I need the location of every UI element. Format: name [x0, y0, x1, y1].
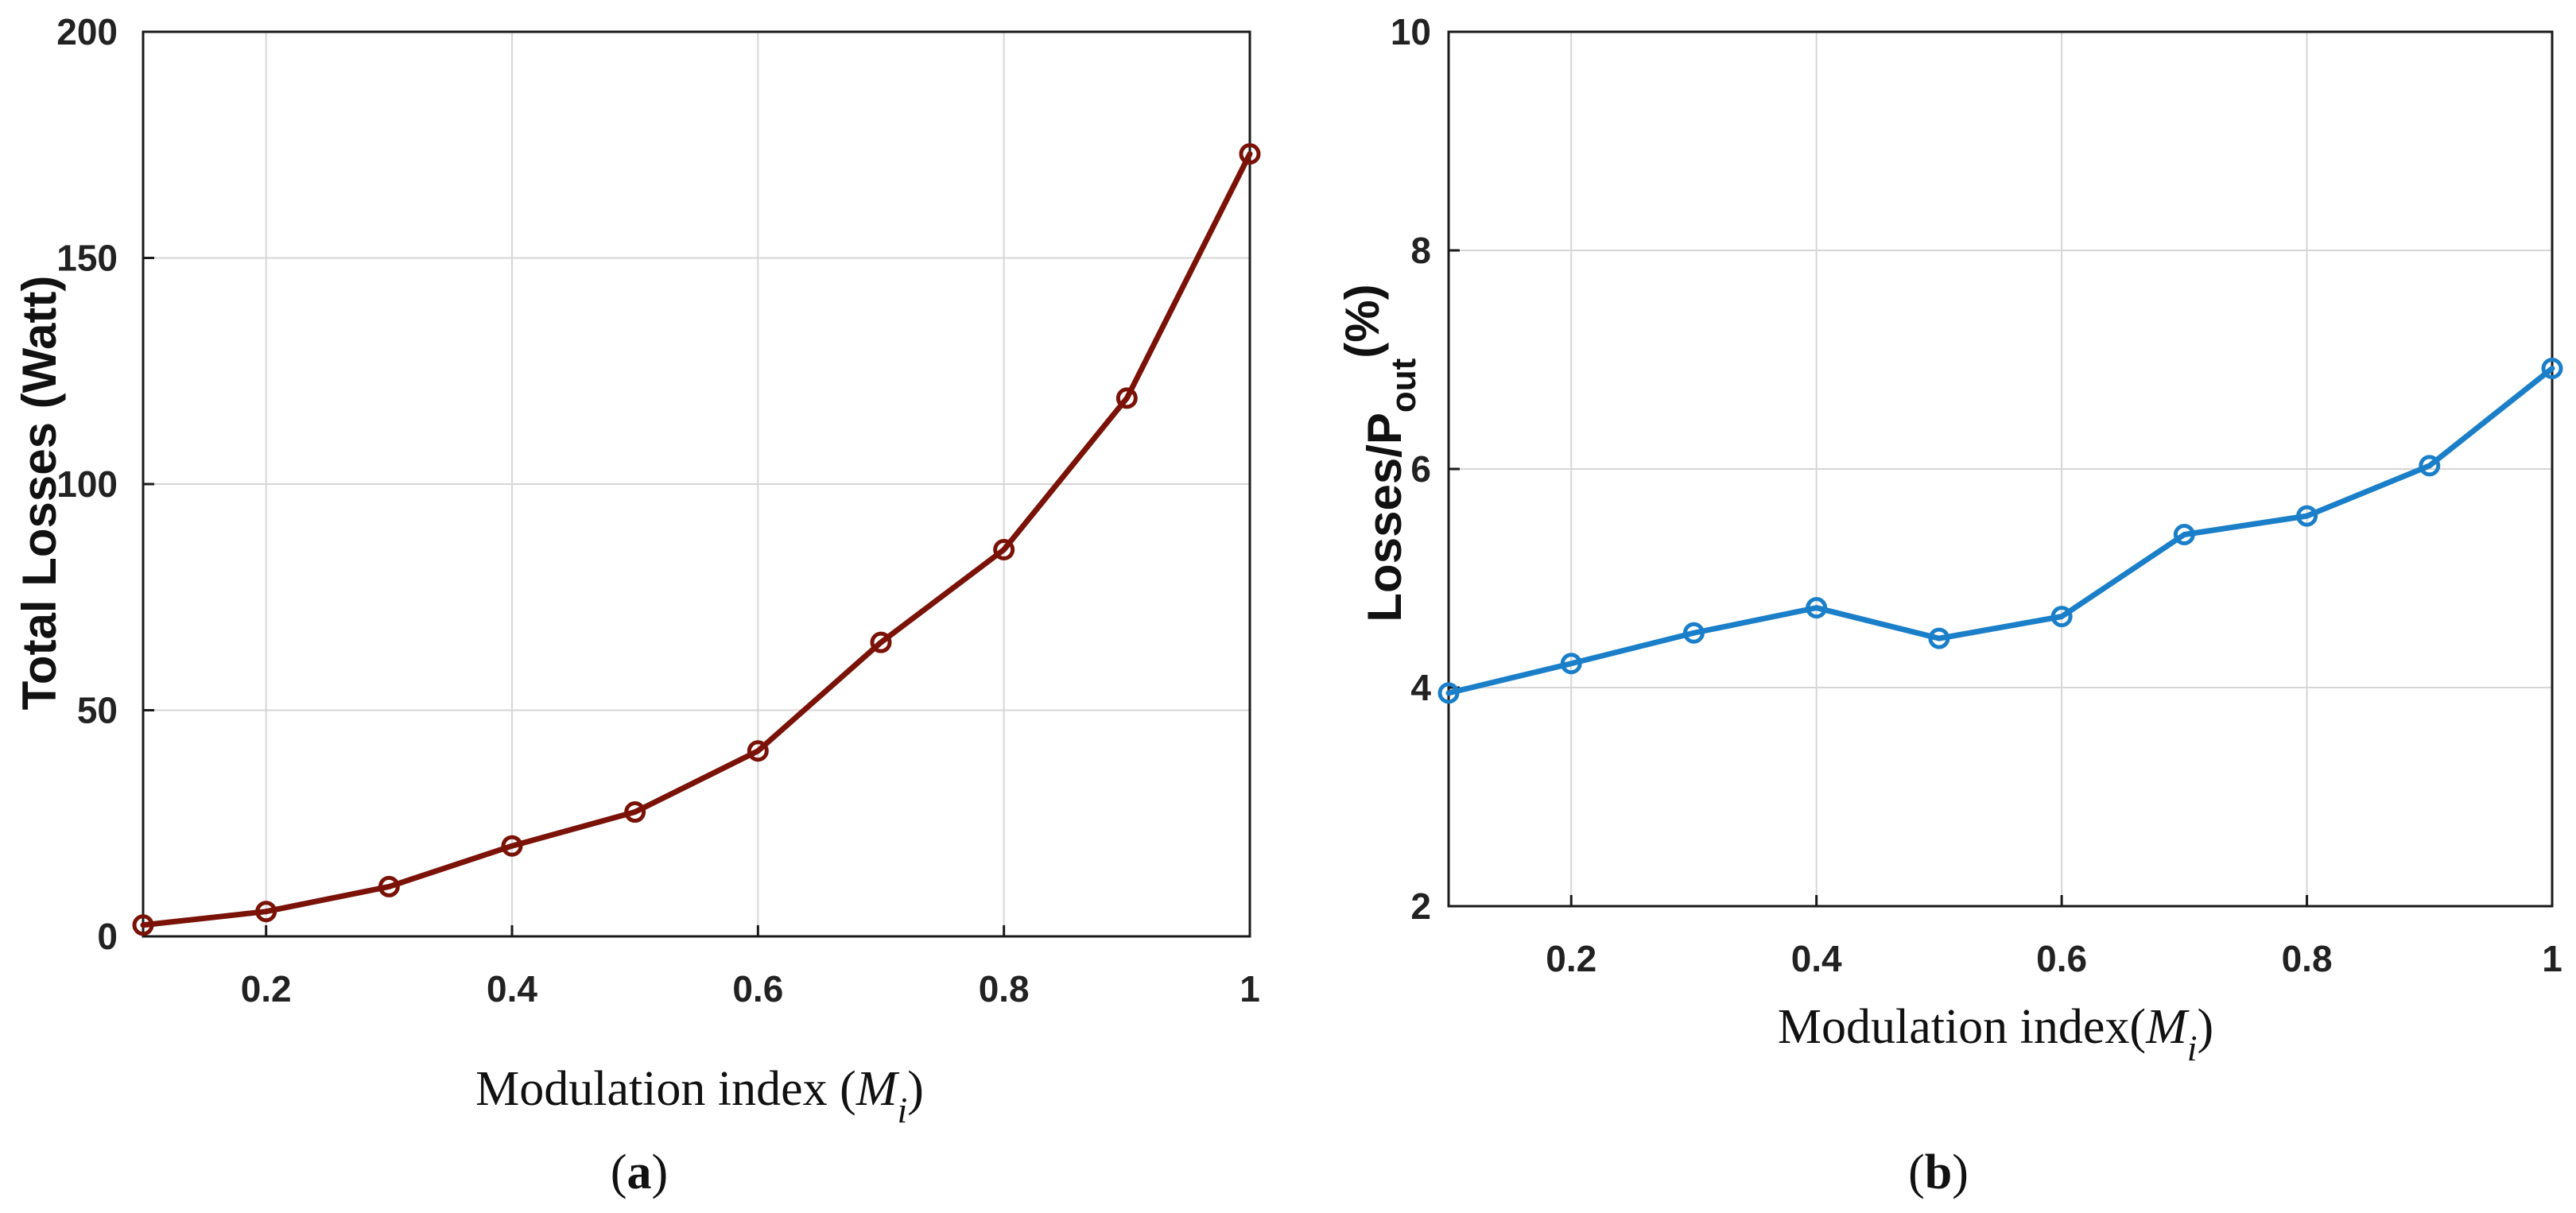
data-point-marker: [2419, 455, 2441, 477]
x-tick-label: 0.6: [2036, 938, 2087, 979]
y-tick-label: 50: [77, 690, 118, 731]
y-axis-label: Losses/Pout(%): [1336, 284, 1423, 622]
data-point-marker: [1437, 682, 1460, 704]
data-point-marker: [132, 914, 154, 936]
y-axis-label: Total Losses (Watt): [13, 276, 66, 711]
data-point-marker: [2050, 606, 2073, 628]
panel-label-a: (a): [611, 1145, 668, 1199]
y-tick-label: 8: [1410, 230, 1431, 271]
y-tick-label: 6: [1410, 448, 1431, 490]
gridlines: [143, 31, 1251, 937]
x-axis-label-symbol: M: [2145, 1000, 2190, 1054]
data-point-marker: [870, 631, 892, 653]
data-point-marker: [1682, 622, 1705, 644]
x-axis-label: Modulation index(Mi): [1778, 1000, 2213, 1068]
data-point-marker: [501, 835, 523, 857]
x-axis-label-subscript: i: [2187, 1028, 2198, 1068]
x-axis-label: Modulation index (Mi): [475, 1062, 924, 1130]
data-point-marker: [1806, 597, 1828, 619]
data-point-marker: [993, 539, 1015, 561]
x-tick-label: 0.2: [241, 968, 292, 1010]
y-tick-label: 200: [56, 11, 118, 52]
x-axis-label-close: ): [2198, 1000, 2214, 1054]
panel-label-b: (b): [1908, 1145, 1969, 1199]
x-tick-label: 0.6: [732, 968, 783, 1010]
data-point-marker: [624, 801, 646, 824]
x-tick-label: 0.4: [487, 968, 537, 1010]
chart-panel-a: 0.2 0.4 0.6 0.8 1 0 50 100 150 200 Modulation inde…: [13, 11, 1261, 1199]
x-axis-label-text: Modulation index(: [1778, 1000, 2146, 1054]
x-axis-label-subscript: i: [897, 1090, 907, 1130]
data-point-marker: [2296, 505, 2318, 527]
gridlines: [1449, 31, 2553, 907]
y-tick-label: 2: [1410, 886, 1431, 927]
data-point-marker: [378, 875, 400, 897]
y-axis-label-text: Total Losses (Watt): [13, 276, 66, 711]
data-point-marker: [1928, 627, 1950, 649]
y-tick-label: 10: [1391, 11, 1431, 52]
x-tick-label: 0.4: [1791, 938, 1842, 979]
x-axis-label-text: Modulation index (: [475, 1062, 856, 1116]
series-line-1: [1445, 366, 2555, 696]
data-point-marker: [747, 740, 769, 762]
data-point-marker: [2541, 358, 2563, 379]
x-tick-label: 0.2: [1546, 938, 1596, 979]
data-point-marker: [1239, 143, 1261, 165]
data-point-marker: [1115, 387, 1138, 409]
x-axis-label-symbol: M: [855, 1062, 900, 1116]
y-axis-label-subscript: out: [1384, 358, 1423, 413]
y-tick-label: 4: [1410, 667, 1431, 708]
y-tick-label: 150: [56, 238, 118, 279]
x-axis-label-close: ): [907, 1062, 924, 1116]
x-tick-label: 0.8: [979, 968, 1030, 1010]
x-tick-label: 0.8: [2282, 938, 2333, 979]
data-point-marker: [255, 901, 277, 923]
x-tick-label: 1: [1240, 968, 1260, 1010]
y-tick-label: 0: [97, 916, 118, 957]
x-tick-label: 1: [2542, 938, 2562, 979]
data-point-marker: [1560, 653, 1582, 675]
series-line-1: [140, 151, 1253, 928]
chart-panel-b: 0.2 0.4 0.6 0.8 1 2 4 6 8 10 Modulation index(Mi) L…: [1336, 11, 2563, 1199]
y-axis-label-text: Losses/P: [1358, 413, 1411, 622]
y-axis-label-suffix: (%): [1336, 284, 1389, 358]
data-point-marker: [2173, 524, 2195, 545]
y-tick-label: 100: [56, 463, 118, 505]
